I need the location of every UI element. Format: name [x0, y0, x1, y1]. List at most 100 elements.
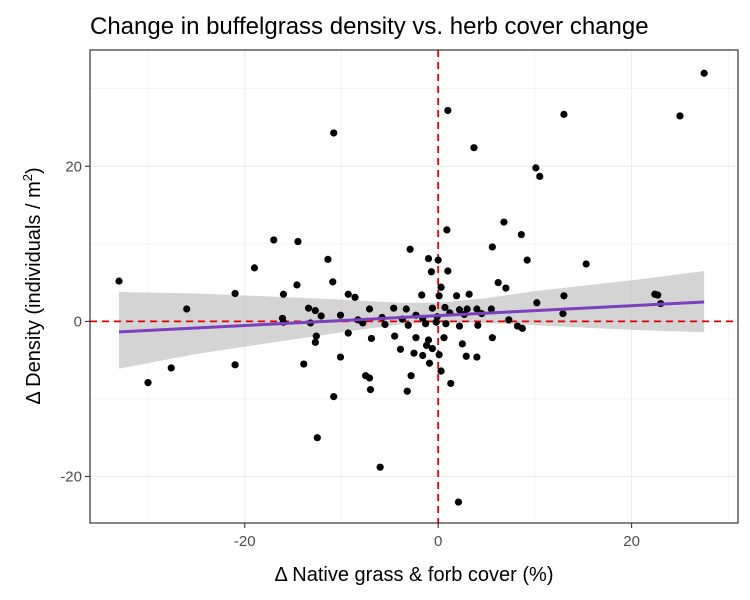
data-point: [344, 290, 352, 298]
data-point: [437, 367, 445, 375]
y-axis-title-end: ): [23, 167, 45, 174]
data-point: [422, 320, 430, 328]
data-point: [441, 303, 449, 312]
data-point: [312, 332, 320, 340]
y-tick-label: 0: [74, 313, 82, 330]
data-point: [494, 279, 502, 287]
y-axis-title-main: Δ Density (individuals / m: [23, 181, 45, 404]
data-point: [336, 311, 345, 319]
data-point: [676, 112, 684, 120]
confidence-band: [119, 270, 705, 369]
data-point: [465, 290, 473, 298]
data-point: [250, 264, 259, 272]
data-point: [518, 324, 526, 332]
data-point: [427, 268, 436, 276]
x-tick-label: -20: [234, 533, 256, 550]
data-point: [443, 226, 451, 234]
data-point: [533, 299, 541, 307]
data-point: [403, 387, 411, 395]
data-point: [440, 334, 448, 342]
data-point: [473, 353, 481, 361]
data-point: [458, 340, 466, 348]
data-point: [324, 255, 332, 263]
data-point: [435, 351, 443, 359]
data-point: [432, 318, 440, 326]
data-point: [424, 336, 433, 344]
data-point: [293, 281, 301, 289]
data-point: [517, 230, 525, 239]
data-point: [654, 291, 662, 299]
data-point: [365, 374, 374, 382]
data-point: [300, 360, 308, 368]
fit-line: [118, 300, 705, 334]
data-point: [336, 353, 345, 361]
data-point: [462, 352, 470, 360]
y-tick-label: -20: [60, 468, 82, 485]
x-tick-label: 0: [434, 533, 442, 550]
panel-border: [89, 49, 739, 524]
data-point: [442, 320, 450, 328]
data-point: [559, 310, 567, 318]
data-point: [422, 341, 431, 350]
data-point: [473, 305, 481, 313]
data-point: [311, 338, 319, 346]
data-point: [231, 289, 239, 298]
data-point: [391, 332, 399, 340]
data-point: [474, 321, 482, 329]
fit-line-group: [118, 300, 705, 334]
data-point: [183, 305, 191, 313]
data-point: [488, 243, 496, 251]
data-point: [376, 463, 384, 471]
x-tick-label: 20: [623, 533, 640, 550]
data-point: [470, 144, 478, 152]
data-point: [311, 306, 319, 315]
data-point: [700, 69, 708, 77]
data-point: [463, 305, 471, 313]
data-point: [330, 393, 338, 401]
data-point: [435, 292, 443, 300]
data-point: [437, 283, 445, 291]
data-point: [344, 329, 352, 337]
data-point: [455, 306, 464, 314]
data-point: [428, 304, 436, 312]
data-point: [500, 218, 508, 226]
data-point: [231, 361, 239, 369]
data-point: [412, 334, 420, 342]
data-point: [444, 106, 452, 115]
data-point: [487, 305, 495, 313]
data-point: [115, 277, 123, 285]
data-point: [167, 364, 175, 372]
data-point: [365, 305, 374, 313]
data-point: [428, 344, 436, 353]
data-point: [313, 434, 321, 442]
data-point: [366, 386, 375, 394]
data-point: [532, 164, 540, 172]
data-point: [351, 293, 359, 301]
data-point: [406, 245, 414, 253]
data-point: [424, 254, 433, 263]
data-point: [279, 290, 288, 298]
data-point: [488, 334, 496, 342]
y-axis-ticks: -20 0 20: [60, 158, 90, 485]
data-point: [144, 379, 152, 387]
data-point: [329, 278, 337, 286]
data-point: [502, 284, 510, 292]
x-axis-title: Δ Native grass & forb cover (%): [274, 564, 553, 586]
confidence-band-group: [119, 270, 705, 369]
data-point: [294, 237, 302, 246]
data-point: [419, 351, 427, 360]
data-point: [330, 129, 338, 137]
data-point: [402, 305, 410, 313]
data-point: [270, 236, 278, 244]
y-tick-label: 20: [65, 158, 82, 175]
data-point: [523, 256, 531, 264]
data-point: [317, 312, 325, 320]
data-point: [396, 345, 405, 353]
data-point: [560, 110, 568, 118]
data-point: [381, 320, 389, 329]
y-axis-title-sup: 2: [20, 174, 35, 181]
x-axis-ticks: -20 0 20: [234, 523, 640, 550]
y-axis-title: Δ Density (individuals / m2): [20, 167, 45, 404]
data-point: [367, 334, 376, 343]
chart-title: Change in buffelgrass density vs. herb c…: [90, 13, 649, 40]
